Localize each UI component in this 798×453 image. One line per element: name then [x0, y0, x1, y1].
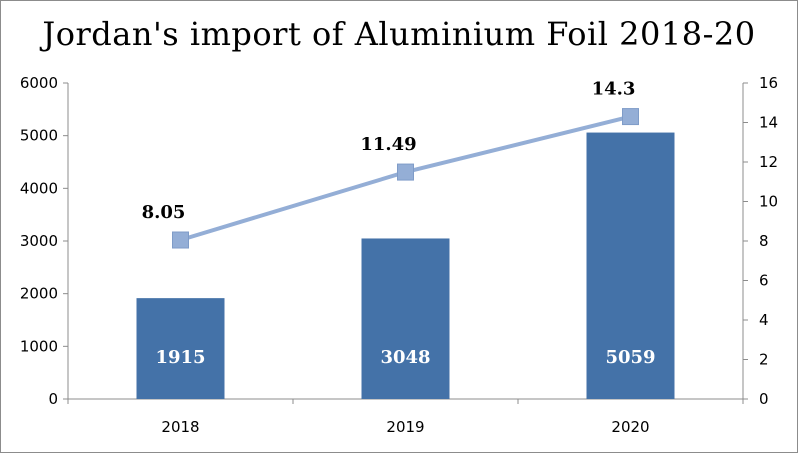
left-tick-label: 3000 — [20, 232, 58, 250]
line-point-marker — [622, 108, 639, 126]
right-tick-label: 4 — [759, 311, 769, 329]
left-tick-label: 4000 — [20, 179, 58, 197]
line-data-label: 8.05 — [142, 202, 186, 223]
right-tick-label: 8 — [759, 232, 769, 250]
bar-data-label: 5059 — [605, 347, 655, 368]
left-tick-label: 5000 — [20, 127, 58, 145]
bar — [361, 238, 450, 399]
right-tick-label: 10 — [759, 193, 778, 211]
line-data-label: 14.3 — [592, 79, 636, 100]
x-tick-label: 2018 — [161, 418, 199, 436]
left-tick-label: 2000 — [20, 285, 58, 303]
right-tick-label: 14 — [759, 114, 778, 132]
bar — [586, 132, 675, 399]
line-data-label: 11.49 — [360, 134, 416, 155]
right-tick-label: 0 — [759, 390, 769, 408]
line-point-marker — [172, 231, 189, 249]
x-tick-label: 2019 — [386, 418, 424, 436]
left-tick-label: 1000 — [20, 337, 58, 355]
left-tick-label: 6000 — [20, 74, 58, 92]
bar-data-label: 1915 — [155, 347, 205, 368]
right-tick-label: 6 — [759, 272, 769, 290]
chart-title: Jordan's import of Aluminium Foil 2018-2… — [42, 15, 756, 53]
left-tick-label: 0 — [48, 390, 58, 408]
bar-data-label: 3048 — [380, 347, 430, 368]
x-tick-label: 2020 — [611, 418, 649, 436]
right-tick-label: 12 — [759, 153, 778, 171]
line-point-marker — [397, 163, 414, 181]
bar — [136, 298, 225, 399]
right-tick-label: 2 — [759, 351, 769, 369]
right-tick-label: 16 — [759, 74, 778, 92]
